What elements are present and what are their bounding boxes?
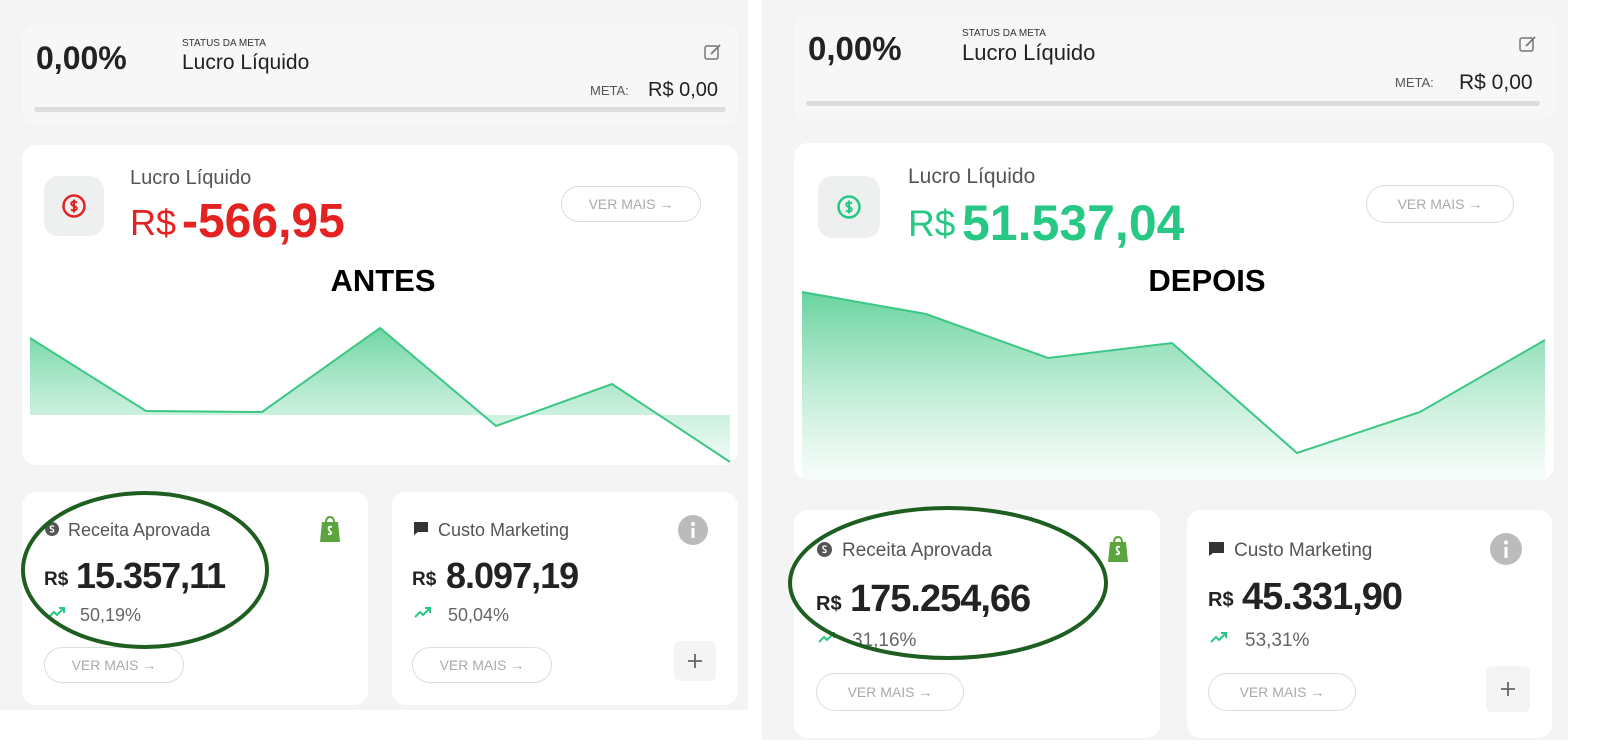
progress-bar: [34, 107, 726, 112]
meta-value: R$ 0,00: [648, 79, 719, 101]
caption: DEPOIS: [1148, 263, 1266, 298]
metric-title: Custo Marketing: [1234, 540, 1373, 561]
card-title: Lucro Líquido: [908, 165, 1036, 188]
metric-change: 50,19%: [80, 605, 142, 625]
plus-button[interactable]: [1486, 666, 1530, 712]
meta-value: R$ 0,00: [1459, 71, 1533, 94]
dollar-icon: [62, 194, 86, 218]
trend-icon: [1210, 632, 1227, 643]
metric-value: 8.097,19: [446, 555, 579, 596]
metric-value: 175.254,66: [850, 578, 1031, 620]
trend-icon: [414, 607, 431, 618]
meta-label: META:: [1395, 75, 1434, 90]
status-value: 0,00%: [808, 30, 902, 67]
status-title: Lucro Líquido: [182, 51, 310, 74]
edit-icon[interactable]: [704, 43, 722, 61]
ver-mais-button[interactable]: VER MAIS →: [1208, 673, 1356, 711]
chat-icon: [1209, 542, 1224, 556]
metric-title: Custo Marketing: [438, 520, 570, 540]
status-value: 0,00%: [36, 40, 127, 76]
info-icon[interactable]: [1490, 533, 1522, 565]
currency: R$: [1208, 589, 1234, 611]
currency: R$: [130, 202, 177, 243]
metric-value: 45.331,90: [1242, 576, 1403, 618]
metric-title: Receita Aprovada: [842, 540, 992, 561]
currency: R$: [816, 593, 842, 615]
progress-bar: [806, 101, 1540, 106]
plus-button[interactable]: [674, 641, 716, 681]
trend-icon: [48, 607, 65, 618]
ver-mais-button[interactable]: VER MAIS →: [412, 647, 552, 683]
metric-change: 53,31%: [1245, 630, 1310, 651]
info-icon[interactable]: [678, 515, 708, 545]
currency: R$: [412, 569, 437, 590]
ver-mais-button[interactable]: VER MAIS →: [816, 673, 964, 711]
highlight-ellipse: [21, 491, 269, 649]
edit-icon[interactable]: [1519, 35, 1537, 53]
highlight-ellipse: [788, 506, 1108, 660]
metric-title: Receita Aprovada: [68, 520, 211, 540]
currency: R$: [908, 203, 956, 244]
caption: ANTES: [330, 263, 436, 298]
meta-label: META:: [590, 83, 629, 98]
ver-mais-button[interactable]: VER MAIS →: [561, 186, 701, 222]
sparkline: [29, 326, 731, 463]
sparkline: [801, 291, 1546, 480]
currency: R$: [44, 569, 69, 590]
ver-mais-button[interactable]: VER MAIS →: [1366, 185, 1514, 223]
shopify-icon: [320, 515, 340, 542]
dollar-icon: [45, 522, 59, 536]
metric-change: 50,04%: [448, 605, 510, 625]
metric-change: 31,16%: [852, 630, 917, 651]
ver-mais-button[interactable]: VER MAIS →: [44, 647, 184, 683]
chat-icon: [414, 522, 428, 535]
dollar-icon: [837, 195, 861, 219]
shopify-icon: [1108, 535, 1128, 562]
profit-value: 51.537,04: [962, 195, 1185, 251]
status-label: STATUS DA META: [962, 28, 1046, 39]
profit-value: -566,95: [182, 195, 345, 248]
metric-value: 15.357,11: [76, 555, 226, 596]
dollar-icon: [817, 542, 832, 557]
status-title: Lucro Líquido: [962, 40, 1096, 65]
card-title: Lucro Líquido: [130, 167, 252, 189]
status-label: STATUS DA META: [182, 38, 266, 49]
